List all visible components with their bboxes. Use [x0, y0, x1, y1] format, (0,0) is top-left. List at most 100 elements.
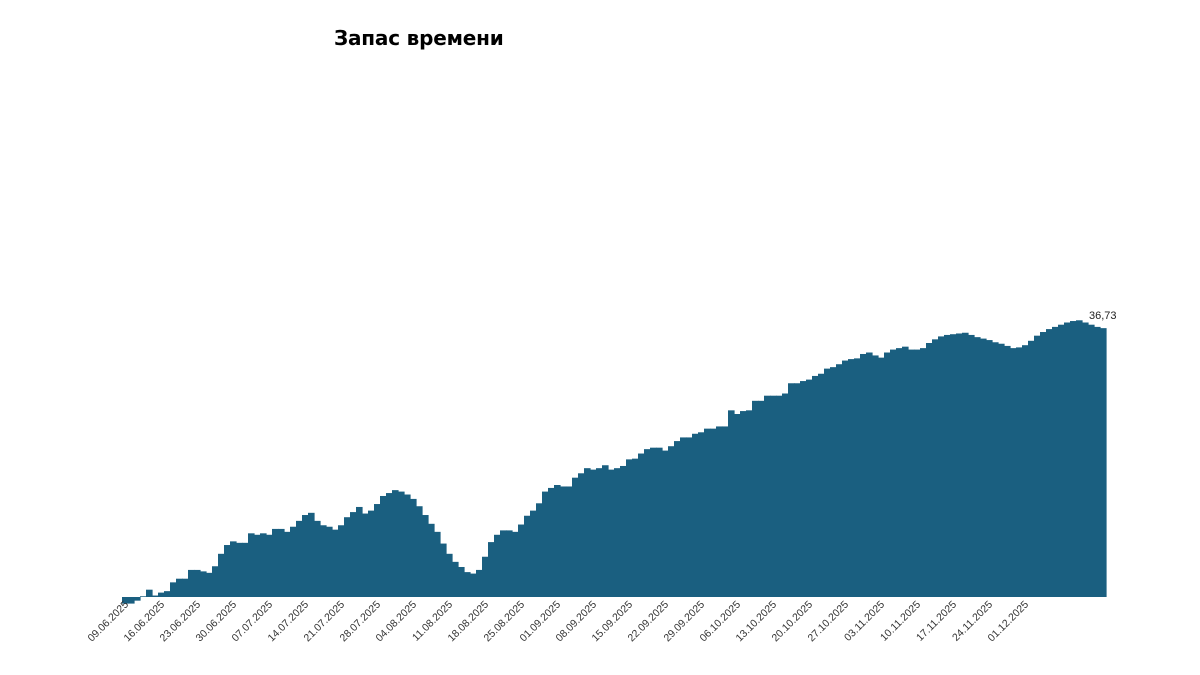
area-bar [500, 530, 507, 597]
area-bar [692, 433, 699, 597]
area-bar [374, 504, 381, 597]
area-bar [1022, 345, 1029, 597]
area-bar [650, 447, 657, 597]
area-bar [494, 534, 501, 597]
area-bar [482, 556, 489, 597]
area-bar [908, 349, 915, 597]
area-bar [1028, 340, 1035, 597]
area-bar [548, 487, 555, 597]
area-bar [488, 542, 495, 597]
area-bar [986, 340, 993, 597]
area-bar [800, 381, 807, 597]
area-bar [596, 468, 603, 597]
area-bar [566, 486, 573, 597]
area-bar [314, 520, 321, 597]
area-bar [728, 410, 735, 597]
area-bar [890, 349, 897, 597]
area-bar [626, 459, 633, 597]
area-bar [578, 473, 585, 597]
area-bar [716, 426, 723, 597]
area-bar [644, 449, 651, 597]
area-bar [1100, 328, 1107, 597]
area-bar [974, 337, 981, 597]
area-bar [758, 400, 765, 597]
area-bar [1016, 347, 1023, 597]
area-bar [182, 578, 189, 597]
area-bar [722, 426, 729, 597]
area-bar [698, 432, 705, 597]
area-bar [836, 364, 843, 597]
area-bar [434, 531, 441, 597]
area-bar [632, 458, 639, 597]
area-bar [848, 359, 855, 597]
area-bar [686, 437, 693, 597]
area-bar [278, 528, 285, 597]
area-bar [338, 525, 345, 597]
area-bar [884, 352, 891, 597]
area-bar [380, 495, 387, 597]
area-bar [140, 596, 147, 597]
area-bar [1076, 320, 1083, 597]
area-bar [440, 543, 447, 597]
area-bar [194, 569, 201, 597]
area-bar [422, 515, 429, 597]
area-bar [932, 339, 939, 597]
area-bar [926, 343, 933, 597]
area-bar [1082, 322, 1089, 597]
area-bar [1034, 335, 1041, 597]
area-bar [776, 395, 783, 597]
area-bar [1040, 332, 1047, 597]
area-bar [962, 332, 969, 597]
area-bar [992, 342, 999, 597]
area-bar [668, 446, 675, 597]
area-bar [1046, 329, 1053, 597]
area-bar [770, 395, 777, 597]
area-bar [224, 545, 231, 597]
area-bar [248, 533, 255, 597]
area-bar [680, 437, 687, 597]
area-bar [302, 515, 309, 597]
area-bar [524, 515, 531, 597]
area-bar [572, 477, 579, 597]
area-bar [266, 534, 273, 597]
area-bar [152, 595, 159, 597]
area-bar [1058, 324, 1065, 597]
chart-title: Запас времени [334, 26, 504, 50]
area-bar [752, 400, 759, 597]
area-bar [146, 589, 153, 597]
area-bar [332, 529, 339, 597]
area-bar [320, 525, 327, 597]
area-bar [854, 358, 861, 597]
area-bar [290, 526, 297, 597]
area-bar [1094, 326, 1101, 597]
area-bar [542, 491, 549, 597]
area-bar [818, 373, 825, 597]
area-bar [128, 597, 135, 604]
area-bar [878, 357, 885, 597]
area-bar [368, 510, 375, 597]
area-bar [392, 490, 399, 597]
area-bar [620, 465, 627, 597]
area-bar [350, 512, 357, 597]
area-bar [1004, 345, 1011, 597]
area-bar [824, 368, 831, 597]
area-bar [428, 523, 435, 597]
area-bar [674, 441, 681, 597]
area-bar [812, 375, 819, 597]
area-bar [944, 334, 951, 597]
area-bar [308, 512, 315, 597]
area-bar [158, 592, 165, 597]
area-bar [662, 450, 669, 597]
area-bar [980, 338, 987, 597]
area-bar [608, 469, 615, 597]
area-bar [362, 513, 369, 597]
area-bar [1052, 326, 1059, 597]
area-bar [554, 485, 561, 597]
area-bar [386, 493, 393, 597]
area-bar [188, 569, 195, 597]
area-bar [326, 526, 333, 597]
area-bar [530, 510, 537, 597]
area-bar [704, 428, 711, 597]
area-bar [254, 534, 261, 597]
area-bar [950, 334, 957, 597]
